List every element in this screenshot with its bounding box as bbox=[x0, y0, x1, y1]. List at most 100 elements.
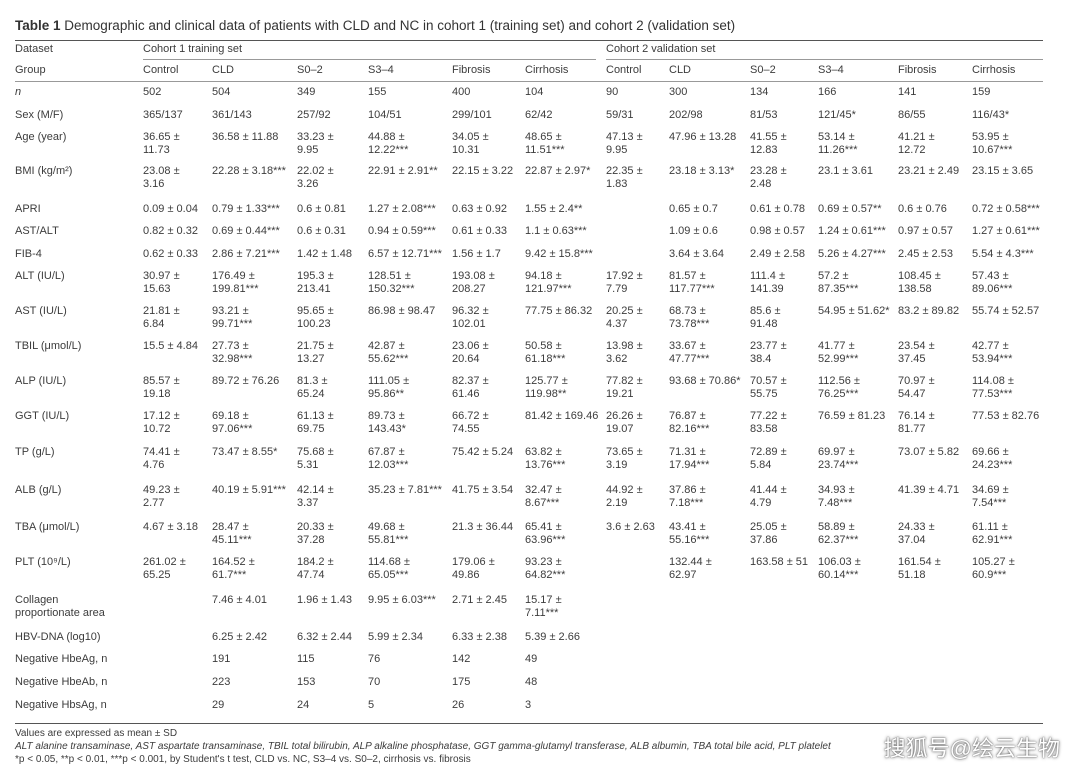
table-title: Table 1 Demographic and clinical data of… bbox=[15, 18, 736, 33]
cell: 0.09 ± 0.04 bbox=[143, 203, 198, 215]
cell: 67.87 ± 12.03*** bbox=[368, 446, 409, 471]
cell: 24.33 ± 37.04 bbox=[898, 521, 935, 546]
cell: 93.23 ± 64.82*** bbox=[525, 556, 566, 581]
cell: 20.25 ± 4.37 bbox=[606, 305, 643, 330]
cell: 5 bbox=[368, 699, 375, 711]
cell: 62/42 bbox=[525, 109, 553, 121]
cell: 33.23 ± 9.95 bbox=[297, 131, 334, 156]
cell: 15.17 ± 7.11*** bbox=[525, 594, 562, 619]
cell: 57.43 ± 89.06*** bbox=[972, 270, 1013, 295]
cell: 73.47 ± 8.55* bbox=[212, 446, 278, 458]
cell: 29 bbox=[212, 699, 225, 711]
cell: 114.08 ± 77.53*** bbox=[972, 375, 1014, 400]
cell: 50.58 ± 61.18*** bbox=[525, 340, 566, 365]
cell: 112.56 ± 76.25*** bbox=[818, 375, 860, 400]
cell: 57.2 ± 87.35*** bbox=[818, 270, 859, 295]
cell: 108.45 ± 138.58 bbox=[898, 270, 941, 295]
cell: 6.25 ± 2.42 bbox=[212, 631, 267, 643]
cell: 349 bbox=[297, 86, 316, 98]
cell: 69.66 ± 24.23*** bbox=[972, 446, 1013, 471]
cell: 61.13 ± 69.75 bbox=[297, 410, 334, 435]
cell: 94.18 ± 121.97*** bbox=[525, 270, 572, 295]
cell: 22.91 ± 2.91** bbox=[368, 165, 438, 177]
cell: 104 bbox=[525, 86, 544, 98]
cell: 0.6 ± 0.81 bbox=[297, 203, 346, 215]
group-header: Cirrhosis bbox=[525, 64, 569, 76]
cell: 23.18 ± 3.13* bbox=[669, 165, 735, 177]
cell: 6.57 ± 12.71*** bbox=[368, 248, 442, 260]
title-text: Demographic and clinical data of patient… bbox=[64, 18, 736, 33]
cell: 2.49 ± 2.58 bbox=[750, 248, 805, 260]
cell: 0.61 ± 0.78 bbox=[750, 203, 805, 215]
cell: 0.69 ± 0.57** bbox=[818, 203, 882, 215]
cell: 65.41 ± 63.96*** bbox=[525, 521, 566, 546]
cell: 36.65 ± 11.73 bbox=[143, 131, 180, 156]
cell: 41.75 ± 3.54 bbox=[452, 484, 514, 496]
cohort-header: Cohort 1 training set bbox=[143, 43, 243, 55]
group-header: Cirrhosis bbox=[972, 64, 1016, 76]
cell: 502 bbox=[143, 86, 162, 98]
watermark: 搜狐号@绘云生物 bbox=[883, 736, 1060, 761]
row-label: Negative HbeAb, n bbox=[15, 676, 108, 688]
group-header: Fibrosis bbox=[452, 64, 491, 76]
cell: 23.1 ± 3.61 bbox=[818, 165, 873, 177]
cell: 21.75 ± 13.27 bbox=[297, 340, 334, 365]
cell: 20.33 ± 37.28 bbox=[297, 521, 334, 546]
cell: 0.69 ± 0.44*** bbox=[212, 225, 280, 237]
cell: 132.44 ± 62.97 bbox=[669, 556, 712, 581]
cell: 3.64 ± 3.64 bbox=[669, 248, 724, 260]
cell: 1.56 ± 1.7 bbox=[452, 248, 501, 260]
cell: 41.77 ± 52.99*** bbox=[818, 340, 859, 365]
cell: 73.65 ± 3.19 bbox=[606, 446, 643, 471]
cell: 0.6 ± 0.76 bbox=[898, 203, 947, 215]
cell: 5.54 ± 4.3*** bbox=[972, 248, 1034, 260]
cell: 166 bbox=[818, 86, 837, 98]
header-rule bbox=[15, 81, 1043, 82]
cell: 90 bbox=[606, 86, 619, 98]
cell: 111.4 ± 141.39 bbox=[750, 270, 785, 295]
cell: 22.28 ± 3.18*** bbox=[212, 165, 286, 177]
cell: 1.09 ± 0.6 bbox=[669, 225, 718, 237]
footnote: ALT alanine transaminase, AST aspartate … bbox=[15, 741, 831, 752]
cell: 0.98 ± 0.57 bbox=[750, 225, 805, 237]
row-label: AST/ALT bbox=[15, 225, 59, 237]
cell: 6.33 ± 2.38 bbox=[452, 631, 507, 643]
row-label: Age (year) bbox=[15, 131, 67, 143]
cell: 15.5 ± 4.84 bbox=[143, 340, 198, 352]
group-header: CLD bbox=[669, 64, 692, 76]
cell: 128.51 ± 150.32*** bbox=[368, 270, 415, 295]
cell: 82.37 ± 61.46 bbox=[452, 375, 489, 400]
cell: 193.08 ± 208.27 bbox=[452, 270, 495, 295]
cell: 37.86 ± 7.18*** bbox=[669, 484, 706, 509]
cell: 25.05 ± 37.86 bbox=[750, 521, 787, 546]
cell: 77.82 ± 19.21 bbox=[606, 375, 643, 400]
cell: 76.87 ± 82.16*** bbox=[669, 410, 710, 435]
cell: 96.32 ± 102.01 bbox=[452, 305, 489, 330]
cell: 361/143 bbox=[212, 109, 252, 121]
cell: 261.02 ± 65.25 bbox=[143, 556, 186, 581]
row-label: Sex (M/F) bbox=[15, 109, 64, 121]
cell: 0.6 ± 0.31 bbox=[297, 225, 346, 237]
cell: 48 bbox=[525, 676, 538, 688]
cell: 26.26 ± 19.07 bbox=[606, 410, 643, 435]
cell: 184.2 ± 47.74 bbox=[297, 556, 334, 581]
cell: 42.77 ± 53.94*** bbox=[972, 340, 1013, 365]
group-header: Control bbox=[606, 64, 642, 76]
cell: 48.65 ± 11.51*** bbox=[525, 131, 565, 156]
cell: 0.62 ± 0.33 bbox=[143, 248, 198, 260]
cell: 75.42 ± 5.24 bbox=[452, 446, 514, 458]
row-label: HBV-DNA (log10) bbox=[15, 631, 101, 643]
cell: 89.73 ± 143.43* bbox=[368, 410, 406, 435]
cell: 44.92 ± 2.19 bbox=[606, 484, 643, 509]
cell: 300 bbox=[669, 86, 688, 98]
cell: 3.6 ± 2.63 bbox=[606, 521, 655, 533]
cohort-rule bbox=[606, 59, 1043, 60]
cell: 77.53 ± 82.76 bbox=[972, 410, 1040, 422]
cell: 42.14 ± 3.37 bbox=[297, 484, 334, 509]
cell: 23.28 ± 2.48 bbox=[750, 165, 787, 190]
cell: 34.93 ± 7.48*** bbox=[818, 484, 855, 509]
row-label: FIB-4 bbox=[15, 248, 42, 260]
cell: 76.59 ± 81.23 bbox=[818, 410, 886, 422]
cell: 114.68 ± 65.05*** bbox=[368, 556, 410, 581]
cell: 36.58 ± 11.88 bbox=[212, 131, 279, 143]
